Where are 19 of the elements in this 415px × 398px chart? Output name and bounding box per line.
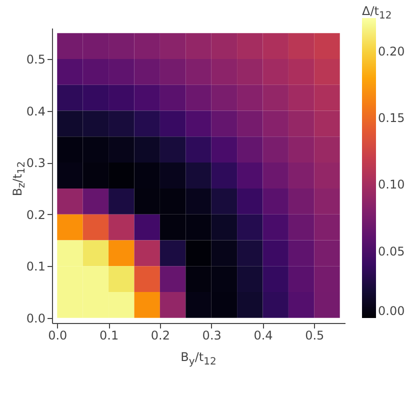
color-bar-title: Δ/t$_{12}$ [362,4,392,22]
color-bar-label: 0.00 [378,304,405,318]
color-bar-label: 0.05 [378,244,405,258]
y-tick-label: 0.5 [26,52,46,67]
x-tick-label: 0.5 [305,328,324,342]
x-tick-label: 0.4 [254,328,273,342]
color-bar-label: 0.10 [378,178,405,192]
x-tick-label: 0.1 [99,328,119,342]
x-axis-title: B$_{y}$/t$_{12}$ [180,350,218,368]
y-tick-label: 0.3 [26,156,46,170]
y-tick-label: 0.2 [26,208,46,222]
y-tick-label: 0.0 [26,311,46,326]
x-tick-label: 0.3 [202,328,222,342]
x-tick-label: 0.0 [48,328,68,342]
x-tick-label: 0.2 [150,328,170,342]
color-bar-label: 0.15 [378,111,405,125]
y-tick-label: 0.1 [26,260,46,274]
y-tick-label: 0.4 [26,104,46,118]
color-bar-label: 0.20 [378,44,405,58]
